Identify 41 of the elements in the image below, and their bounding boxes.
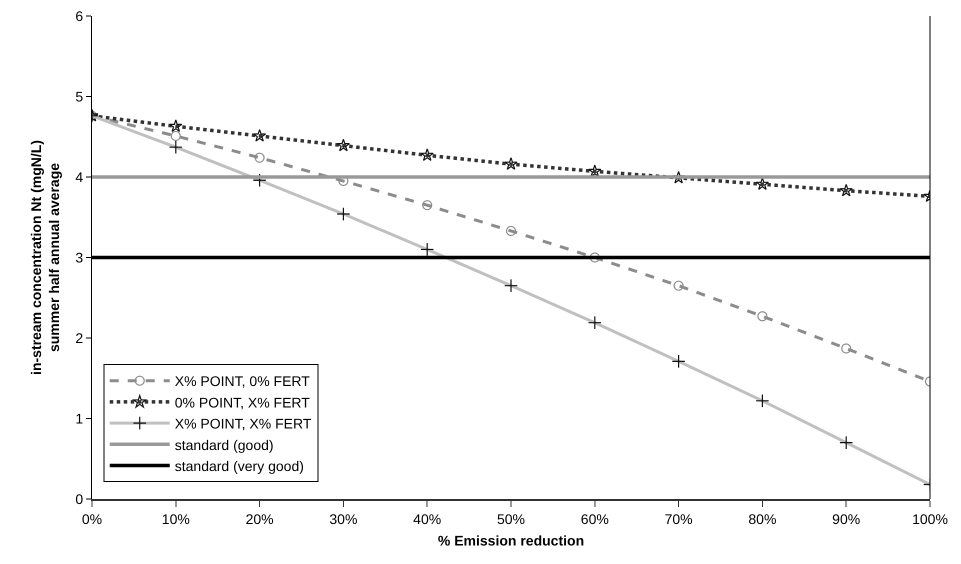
x-tick-label: 80% (748, 510, 776, 527)
point (840, 184, 853, 196)
point (170, 130, 181, 142)
y-tick-label: 4 (75, 168, 84, 185)
x-tick-label: 100% (912, 510, 948, 527)
x-tick-label: 50% (496, 510, 526, 527)
y-tick-label: 6 (75, 8, 84, 24)
x-tick-label: 70% (664, 510, 693, 527)
point (254, 152, 265, 163)
point (588, 164, 602, 178)
point (336, 138, 350, 152)
legend-label: standard (good) (174, 436, 274, 453)
point (420, 148, 434, 161)
legend-label: X% POINT, X% FERT (174, 416, 312, 432)
y-axis-title: in-stream concentration Nt (mgN/L) summer half annual average (28, 140, 62, 375)
point (169, 119, 182, 132)
x-tick-label: 20% (246, 510, 274, 527)
x-tick-label: 90% (832, 510, 860, 527)
point (504, 157, 518, 170)
legend-label: standard (very good) (174, 458, 304, 474)
point (757, 311, 768, 322)
x-tick-label: 40% (413, 510, 442, 527)
point (841, 343, 852, 354)
y-tick-label: 0 (75, 490, 84, 507)
legend-label: X% POINT, 0% FERT (174, 373, 310, 390)
x-axis-title: % Emission reduction (438, 532, 584, 549)
x-tick-label: 60% (580, 510, 609, 527)
x-tick-label: 0% (82, 510, 102, 527)
point (756, 177, 769, 190)
point (590, 252, 600, 263)
x-tick-label: 10% (162, 510, 190, 527)
y-tick-label: 1 (75, 410, 84, 426)
y-tick-label: 3 (75, 249, 84, 266)
point (506, 226, 516, 236)
point (674, 280, 684, 291)
x-tick-label: 30% (329, 510, 358, 527)
y-tick-label: 5 (75, 88, 84, 104)
point (422, 200, 432, 210)
point (253, 129, 266, 142)
y-tick-label: 2 (75, 330, 84, 346)
legend-label: 0% POINT, X% FERT (174, 394, 310, 410)
